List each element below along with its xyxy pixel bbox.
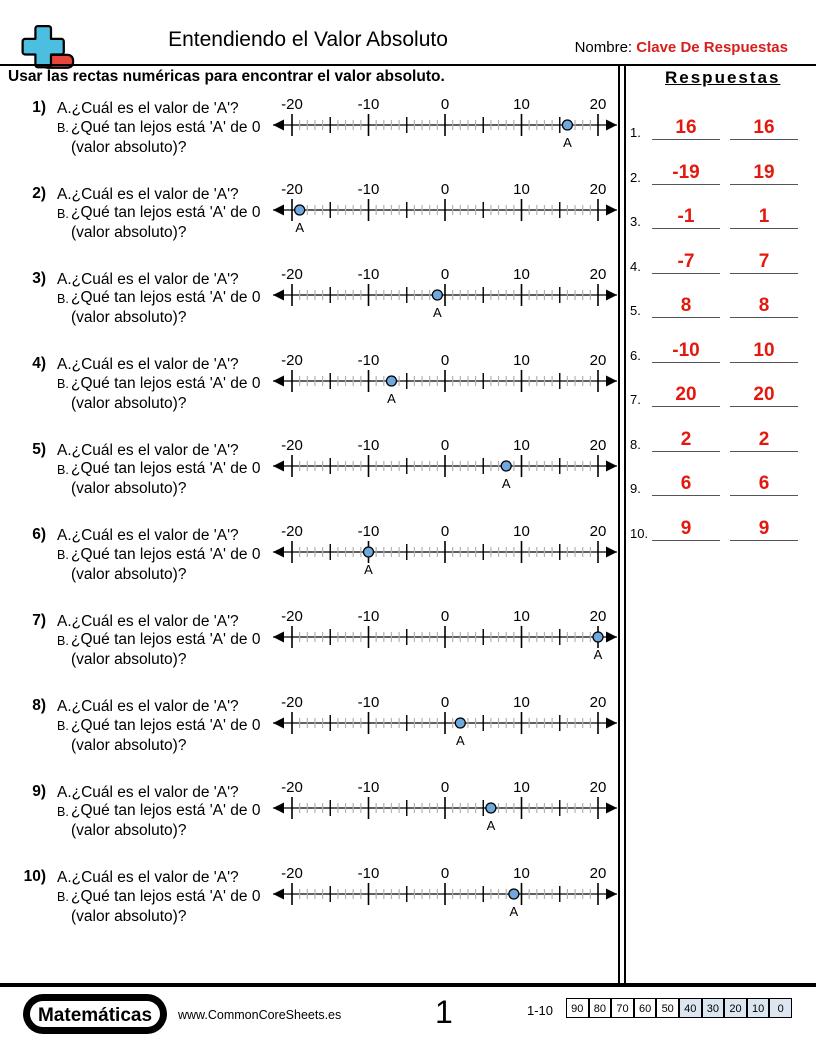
svg-text:A: A	[502, 476, 511, 491]
svg-text:10: 10	[513, 523, 530, 540]
svg-text:10: 10	[513, 181, 530, 198]
svg-text:0: 0	[441, 779, 449, 796]
svg-text:10: 10	[513, 608, 530, 625]
svg-text:-10: -10	[358, 352, 380, 369]
svg-text:20: 20	[590, 608, 607, 625]
svg-text:A: A	[594, 647, 603, 662]
svg-text:0: 0	[441, 96, 449, 113]
svg-text:10: 10	[513, 266, 530, 283]
svg-text:0: 0	[441, 266, 449, 283]
svg-text:0: 0	[441, 694, 449, 711]
svg-text:-10: -10	[358, 694, 380, 711]
svg-text:20: 20	[590, 779, 607, 796]
svg-text:-10: -10	[358, 608, 380, 625]
svg-text:-10: -10	[358, 181, 380, 198]
svg-text:A: A	[563, 135, 572, 150]
svg-text:0: 0	[441, 437, 449, 454]
svg-text:-10: -10	[358, 523, 380, 540]
svg-text:-20: -20	[281, 181, 303, 198]
svg-text:20: 20	[590, 266, 607, 283]
svg-text:-10: -10	[358, 96, 380, 113]
svg-text:-20: -20	[281, 437, 303, 454]
svg-text:-20: -20	[281, 865, 303, 882]
svg-text:-20: -20	[281, 608, 303, 625]
svg-text:20: 20	[590, 352, 607, 369]
svg-text:10: 10	[513, 865, 530, 882]
svg-text:-20: -20	[281, 779, 303, 796]
svg-text:-10: -10	[358, 437, 380, 454]
svg-text:10: 10	[513, 437, 530, 454]
svg-text:10: 10	[513, 779, 530, 796]
svg-text:-10: -10	[358, 266, 380, 283]
svg-text:0: 0	[441, 608, 449, 625]
svg-text:-10: -10	[358, 865, 380, 882]
svg-text:A: A	[387, 391, 396, 406]
svg-text:A: A	[510, 904, 519, 919]
svg-text:-20: -20	[281, 266, 303, 283]
svg-text:10: 10	[513, 694, 530, 711]
svg-text:0: 0	[441, 865, 449, 882]
svg-text:A: A	[487, 818, 496, 833]
svg-text:20: 20	[590, 437, 607, 454]
svg-text:-20: -20	[281, 694, 303, 711]
svg-text:10: 10	[513, 96, 530, 113]
svg-text:-20: -20	[281, 523, 303, 540]
svg-text:20: 20	[590, 694, 607, 711]
svg-text:20: 20	[590, 523, 607, 540]
svg-text:20: 20	[590, 181, 607, 198]
svg-text:0: 0	[441, 352, 449, 369]
svg-text:10: 10	[513, 352, 530, 369]
svg-text:A: A	[364, 562, 373, 577]
svg-text:0: 0	[441, 523, 449, 540]
svg-text:A: A	[433, 305, 442, 320]
svg-text:Matemáticas: Matemáticas	[38, 1005, 152, 1026]
svg-text:A: A	[456, 733, 465, 748]
svg-text:20: 20	[590, 865, 607, 882]
svg-text:-20: -20	[281, 96, 303, 113]
svg-text:20: 20	[590, 96, 607, 113]
svg-text:-10: -10	[358, 779, 380, 796]
svg-text:-20: -20	[281, 352, 303, 369]
svg-text:0: 0	[441, 181, 449, 198]
svg-text:A: A	[295, 220, 304, 235]
